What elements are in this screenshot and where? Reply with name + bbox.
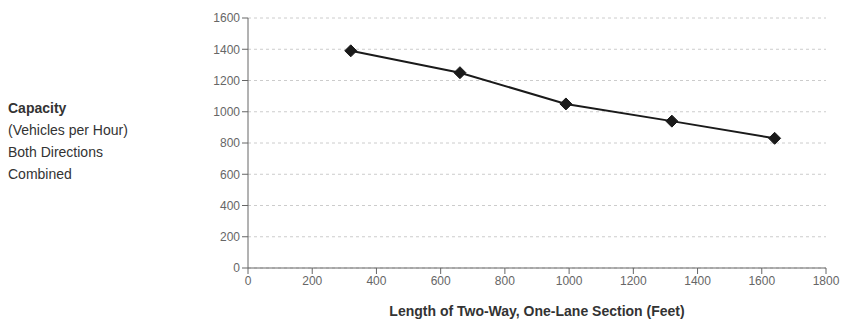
svg-text:600: 600 [431,274,451,288]
svg-text:400: 400 [366,274,386,288]
html-text:Combined: Combined [8,165,72,182]
svg-text:1000: 1000 [556,274,583,288]
svg-text:1400: 1400 [684,274,711,288]
svg-text:1400: 1400 [213,43,240,57]
svg-text:600: 600 [220,168,240,182]
svg-text:0: 0 [233,261,240,275]
svg-text:Length of Two-Way, One-Lane Se: Length of Two-Way, One-Lane Section (Fee… [389,303,684,319]
svg-text:1200: 1200 [213,74,240,88]
svg-text:1200: 1200 [620,274,647,288]
svg-text:800: 800 [220,136,240,150]
svg-text:1800: 1800 [813,274,840,288]
svg-text:400: 400 [220,199,240,213]
svg-text:200: 200 [220,230,240,244]
svg-text:1000: 1000 [213,105,240,119]
html-text:Both Directions: Both Directions [8,143,103,160]
svg-text:800: 800 [495,274,515,288]
svg-text:200: 200 [302,274,322,288]
svg-text:1600: 1600 [748,274,775,288]
svg-text:0: 0 [245,274,252,288]
html-text:Capacity: Capacity [8,99,67,116]
svg-text:1600: 1600 [213,11,240,25]
html-text:(Vehicles per Hour): (Vehicles per Hour) [8,121,128,138]
